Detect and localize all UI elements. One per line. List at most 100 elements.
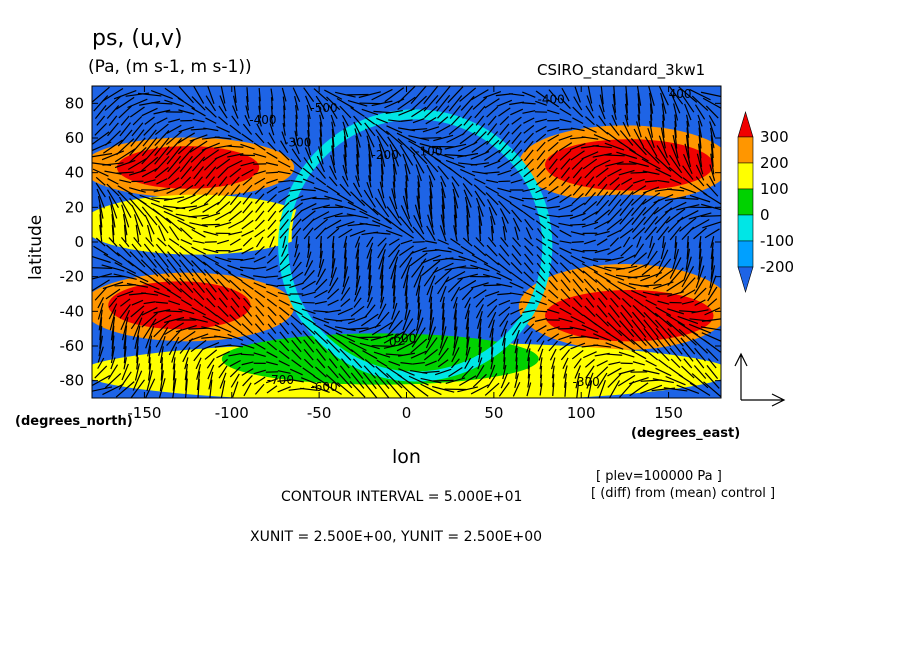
wind-vector [279, 314, 290, 326]
wind-vector [522, 211, 535, 221]
wind-vector [470, 162, 490, 166]
wind-vector [498, 200, 511, 215]
wind-vector [111, 335, 115, 357]
field-region-2 [116, 146, 260, 189]
wind-vector [710, 248, 714, 270]
wind-vector [108, 237, 118, 247]
wind-vector [132, 317, 143, 340]
wind-vector [546, 205, 560, 209]
wind-vector [457, 141, 478, 152]
wind-vector [473, 245, 487, 257]
wind-vector [412, 361, 425, 365]
wind-vector [701, 332, 721, 342]
wind-vector [645, 226, 658, 241]
wind-vector [280, 140, 289, 153]
wind-vector [153, 109, 171, 115]
wind-vector [482, 273, 502, 280]
wind-vector [637, 103, 641, 121]
wind-vector [137, 92, 162, 97]
wind-vector [399, 144, 414, 166]
wind-vector [358, 324, 381, 333]
wind-vector [698, 134, 702, 159]
wind-vector [558, 334, 573, 341]
wind-vector [153, 309, 171, 314]
colorbar-segment [737, 162, 754, 190]
wind-vector [282, 122, 286, 136]
wind-vector [229, 192, 241, 206]
wind-vector [606, 218, 623, 231]
wind-vector [484, 149, 501, 161]
wind-vector [342, 121, 349, 138]
wind-vector [453, 214, 458, 235]
wind-vector [244, 114, 251, 127]
wind-vector [412, 226, 425, 241]
wind-vector [241, 229, 254, 237]
wind-vector [326, 339, 341, 353]
wind-vector [132, 115, 143, 126]
contour-label: -300 [284, 136, 311, 150]
wind-vector [629, 382, 649, 397]
wind-vector [202, 342, 220, 350]
wind-vector [619, 198, 634, 217]
wind-vector [158, 378, 166, 398]
wind-vector [108, 115, 118, 126]
wind-vector [219, 372, 227, 389]
wind-vector [502, 226, 506, 241]
wind-vector [583, 125, 597, 133]
wind-vector [667, 308, 685, 315]
wind-vector [514, 338, 519, 354]
wind-vector [240, 143, 255, 150]
wind-vector [277, 291, 291, 297]
wind-vector [214, 324, 232, 333]
wind-vector [400, 239, 413, 245]
wind-vector [521, 102, 536, 105]
wind-vector [679, 310, 697, 313]
wind-vector [254, 246, 265, 256]
wind-vector [706, 183, 719, 197]
wind-vector [184, 363, 189, 381]
wind-vector [631, 206, 647, 226]
wind-vector [335, 332, 356, 343]
wind-vector [277, 187, 291, 193]
wind-vector [510, 108, 524, 116]
wind-vector [129, 251, 146, 268]
wind-vector [698, 242, 702, 260]
wind-vector [114, 148, 136, 163]
wind-vector [498, 139, 511, 154]
wind-vector [487, 305, 498, 318]
wind-vector [168, 118, 181, 123]
wind-vector [655, 306, 672, 316]
wind-vector [670, 144, 681, 167]
wind-vector [334, 91, 356, 98]
wind-vector [547, 299, 559, 307]
wind-vector [511, 244, 522, 257]
wind-vector [330, 258, 336, 278]
wind-vector [150, 90, 173, 100]
wind-vector [141, 206, 158, 226]
wind-vector [214, 262, 232, 274]
wind-vector [390, 256, 399, 280]
wind-vector [304, 260, 314, 276]
wind-vector [627, 274, 651, 279]
wind-vector [666, 314, 686, 326]
wind-vector [654, 312, 672, 328]
wind-vector [691, 95, 709, 112]
contour-label: -100 [415, 144, 442, 158]
wind-vector [307, 114, 310, 127]
wind-vector [291, 349, 302, 360]
wind-vector [290, 179, 303, 183]
wind-vector [654, 319, 672, 338]
wind-vector [660, 92, 667, 114]
wind-vector [336, 382, 354, 397]
colorbar-label: 100 [760, 180, 789, 198]
wind-vector [598, 115, 607, 126]
field-region-6 [291, 134, 539, 342]
wind-vector [474, 105, 486, 119]
wind-vector [265, 283, 279, 288]
field-region-8 [545, 139, 714, 191]
wind-vector [572, 106, 584, 118]
wind-vector [277, 273, 291, 280]
wind-vector [598, 104, 606, 120]
wind-vector [413, 317, 424, 340]
wind-vector [377, 243, 387, 259]
